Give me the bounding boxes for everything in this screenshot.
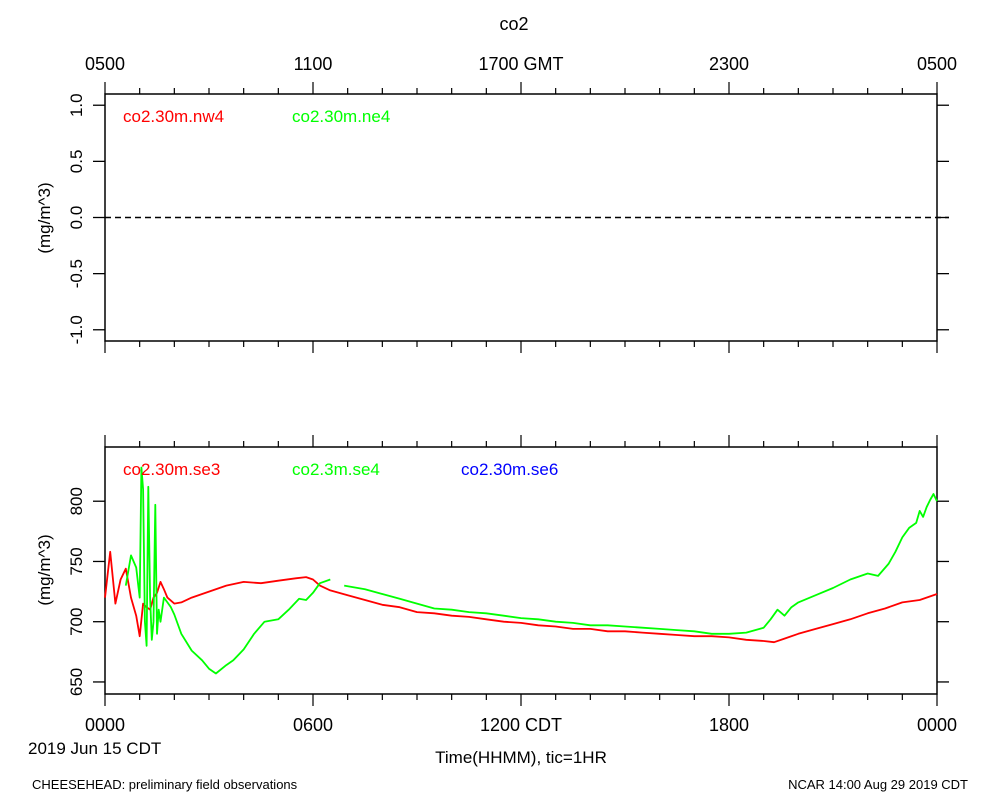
top-axis-tick-label: 0500 [917,54,957,74]
upper-y-tick-label: -1.0 [67,315,86,344]
upper-y-axis-label: (mg/m^3) [35,182,54,253]
lower-y-axis: 650 700 750 800 [67,487,949,696]
top-axis-tick-label: 1700 GMT [478,54,563,74]
date-label: 2019 Jun 15 CDT [28,739,161,758]
x-axis-tick-label: 1200 CDT [480,715,562,735]
lower-y-tick-label: 750 [67,547,86,575]
upper-y-tick-label: 1.0 [67,93,86,117]
lower-plot-frame [104,446,938,695]
upper-y-tick-label: 0.5 [67,150,86,174]
lower-y-axis-label: (mg/m^3) [35,534,54,605]
legend-co2-3m-se4: co2.3m.se4 [292,460,380,479]
legend-co2-30m-se6: co2.30m.se6 [461,460,558,479]
x-axis-tick-label: 0600 [293,715,333,735]
legend-co2-30m-nw4: co2.30m.nw4 [123,107,224,126]
top-axis-tick-label: 2300 [709,54,749,74]
upper-x-ticks [104,82,938,353]
footer-right: NCAR 14:00 Aug 29 2019 CDT [788,777,968,792]
series-line-co2-30m-se3 [104,550,938,644]
x-axis-label: Time(HHMM), tic=1HR [435,748,607,767]
top-axis-tick-label: 0500 [85,54,125,74]
footer-left: CHEESEHEAD: preliminary field observatio… [32,777,298,792]
top-axis-tick-label: 1100 [294,54,333,74]
legend-co2-30m-se3: co2.30m.se3 [123,460,220,479]
lower-series-group [104,466,938,675]
x-axis-tick-label: 1800 [709,715,749,735]
upper-panel: -1.0-0.50.00.51.0 0500 1100 1700 GMT 2300 05… [35,54,957,353]
upper-top-axis: 0500 1100 1700 GMT 2300 0500 [85,54,957,74]
upper-y-tick-label: -0.5 [67,259,86,288]
upper-y-axis: -1.0 -0.5 0.0 0.5 1.0 [67,93,949,344]
lower-y-tick-label: 700 [67,608,86,636]
x-axis-tick-label: 0000 [917,715,957,735]
lower-x-axis: 0000 0600 1200 CDT 1800 0000 [85,435,957,735]
chart-title: co2 [499,14,528,34]
lower-y-tick-label: 800 [67,487,86,515]
series-line-co2-3m-se4 [124,466,331,675]
upper-y-tick-label: 0.0 [67,206,86,230]
series-line-co2-3m-se4-segment2 [344,493,938,635]
legend-co2-30m-ne4: co2.30m.ne4 [292,107,390,126]
lower-panel: 650 700 750 800 0000 0600 1200 CDT 1800 0000 (m… [28,435,957,767]
x-axis-tick-label: 0000 [85,715,125,735]
lower-y-tick-label: 650 [67,668,86,696]
